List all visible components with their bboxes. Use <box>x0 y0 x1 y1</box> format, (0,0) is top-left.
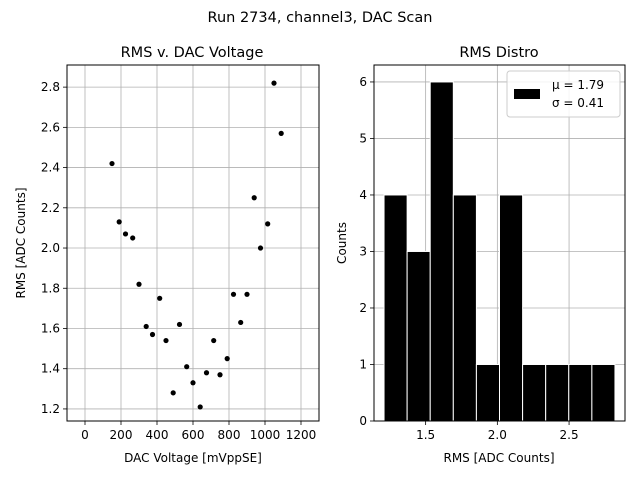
scatter-point <box>238 319 244 326</box>
histogram-bar <box>383 194 408 422</box>
scatter-point <box>278 130 284 136</box>
scatter-point <box>244 291 250 297</box>
histogram-legend: μ = 1.79 σ = 0.41 <box>506 70 621 118</box>
scatter-point <box>251 195 257 201</box>
scatter-x-tick-label: 600 <box>182 428 205 442</box>
scatter-title: RMS v. DAC Voltage <box>121 45 264 61</box>
scatter-point <box>211 337 217 344</box>
scatter-x-tick-label: 0 <box>81 428 89 442</box>
scatter-x-axis-label: DAC Voltage [mVppSE] <box>124 451 262 465</box>
scatter-y-tick-label: 2.4 <box>41 161 60 175</box>
histogram-panel: RMS Distro 1.5 2.0 2.5 0 1 2 3 4 5 6 RMS [ADC Cou… <box>335 45 626 465</box>
scatter-point <box>116 219 122 225</box>
histogram-bar <box>568 363 593 422</box>
histogram-bar <box>475 363 500 422</box>
scatter-point <box>190 380 196 386</box>
scatter-point <box>257 245 264 251</box>
scatter-point <box>176 321 183 328</box>
scatter-x-tick-label: 400 <box>146 428 169 442</box>
scatter-x-tick-label: 1200 <box>286 428 317 442</box>
scatter-point <box>224 356 230 362</box>
legend-box <box>506 70 621 118</box>
histogram-bar <box>429 81 454 422</box>
histogram-bar <box>452 194 477 422</box>
scatter-y-tick-label: 1.2 <box>41 402 60 416</box>
scatter-grid <box>67 65 319 421</box>
histogram-bar <box>545 363 570 422</box>
scatter-point <box>265 221 271 227</box>
scatter-y-tick-label: 1.4 <box>41 362 60 376</box>
legend-swatch <box>514 89 540 99</box>
scatter-point <box>149 331 156 338</box>
histogram-bar <box>522 363 547 422</box>
histogram-y-tick-label: 6 <box>359 75 367 89</box>
histogram-ticks: 1.5 2.0 2.5 0 1 2 3 4 5 6 <box>359 75 578 442</box>
scatter-y-tick-label: 2.2 <box>41 201 60 215</box>
histogram-x-tick-label: 1.5 <box>416 428 435 442</box>
scatter-point <box>109 160 115 167</box>
histogram-axes-frame <box>373 64 626 422</box>
scatter-panel: RMS v. DAC Voltage 0 200 400 600 800 1000 1200… <box>14 45 320 465</box>
scatter-points <box>109 80 284 410</box>
scatter-x-tick-label: 800 <box>218 428 241 442</box>
scatter-point <box>217 372 223 378</box>
scatter-x-tick-label: 200 <box>110 428 133 442</box>
scatter-point <box>184 364 190 370</box>
scatter-point <box>163 337 169 344</box>
figure-suptitle: Run 2734, channel3, DAC Scan <box>208 10 433 26</box>
histogram-y-tick-label: 0 <box>359 414 367 428</box>
scatter-axes-frame <box>66 64 320 422</box>
scatter-y-tick-label: 1.8 <box>41 281 60 295</box>
histogram-bars <box>383 81 616 422</box>
scatter-y-tick-label: 2.8 <box>41 80 60 94</box>
histogram-bar <box>406 250 431 422</box>
histogram-y-axis-label: Counts <box>335 222 349 264</box>
scatter-ticks: 0 200 400 600 800 1000 1200 1.2 1.4 1.6 1.8 2.0 2.2 2… <box>41 80 316 442</box>
histogram-y-tick-label: 4 <box>359 188 367 202</box>
histogram-x-tick-label: 2.0 <box>488 428 507 442</box>
histogram-y-tick-label: 5 <box>359 131 367 145</box>
scatter-y-tick-label: 2.6 <box>41 120 60 134</box>
scatter-point <box>197 404 203 410</box>
scatter-point <box>203 370 210 376</box>
histogram-title: RMS Distro <box>459 45 538 61</box>
histogram-x-axis-label: RMS [ADC Counts] <box>443 451 554 465</box>
scatter-point <box>157 295 163 301</box>
histogram-x-tick-label: 2.5 <box>560 428 579 442</box>
histogram-y-tick-label: 2 <box>359 301 367 315</box>
legend-sigma: σ = 0.41 <box>552 96 604 110</box>
scatter-point <box>122 231 129 237</box>
scatter-y-tick-label: 1.6 <box>41 321 60 335</box>
scatter-y-axis-label: RMS [ADC Counts] <box>14 187 28 298</box>
histogram-bar <box>499 194 524 422</box>
scatter-point <box>130 235 136 241</box>
histogram-y-tick-label: 3 <box>359 244 367 258</box>
histogram-y-tick-label: 1 <box>359 357 367 371</box>
legend-mean: μ = 1.79 <box>552 78 604 92</box>
histogram-bar <box>591 363 616 422</box>
scatter-point <box>170 390 176 396</box>
scatter-point <box>230 291 237 297</box>
scatter-x-tick-label: 1000 <box>250 428 281 442</box>
scatter-point <box>271 80 277 86</box>
scatter-point <box>136 281 142 287</box>
scatter-y-tick-label: 2.0 <box>41 241 60 255</box>
scatter-point <box>143 323 149 330</box>
